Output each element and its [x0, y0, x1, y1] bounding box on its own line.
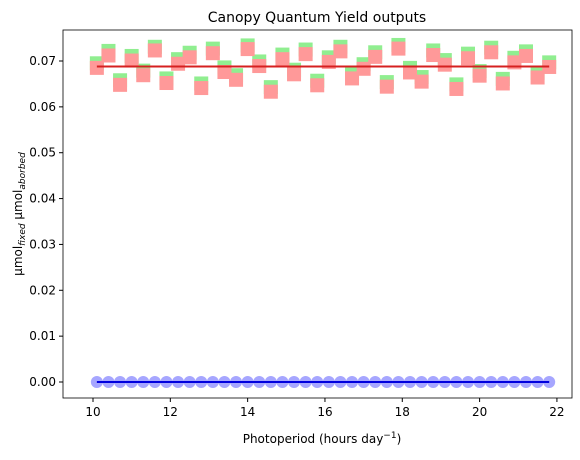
point: [287, 67, 302, 82]
y-label-sub: fixed: [18, 223, 28, 246]
point: [205, 46, 220, 61]
x-tick-label: 20: [472, 405, 487, 419]
plot-frame: [62, 29, 573, 399]
y-label-text: μmol: [11, 190, 25, 224]
x-axis-label: Photoperiod (hours day−1): [243, 431, 402, 446]
point: [89, 60, 104, 75]
y-tick-label: 0.07: [29, 54, 56, 68]
y-label-text: μmol: [11, 246, 25, 276]
point: [484, 45, 499, 60]
point: [403, 65, 418, 80]
x-tick-label: 10: [85, 405, 100, 419]
y-axis-label: μmolfixed μmolaborbed: [11, 152, 28, 276]
x-tick-label: 18: [395, 405, 410, 419]
point: [426, 48, 441, 63]
y-tick-label: 0.00: [29, 375, 56, 389]
x-tick-label: 16: [317, 405, 332, 419]
point: [240, 42, 255, 57]
point: [391, 41, 406, 56]
point: [136, 68, 151, 83]
point: [113, 77, 128, 92]
y-tick-label: 0.03: [29, 237, 56, 251]
y-label-sub: aborbed: [18, 152, 28, 190]
x-tick-label: 22: [549, 405, 564, 419]
point: [229, 72, 244, 87]
point: [298, 47, 313, 62]
point: [194, 81, 209, 96]
y-tick-label: 0.06: [29, 100, 56, 114]
x-label-text: ): [397, 432, 402, 446]
point: [414, 74, 429, 89]
x-tick-label: 14: [240, 405, 255, 419]
y-tick-label: 0.02: [29, 283, 56, 297]
x-label-text: Photoperiod (hours day: [243, 432, 384, 446]
point: [379, 79, 394, 94]
point: [437, 57, 452, 72]
point: [356, 61, 371, 76]
point: [217, 65, 232, 80]
point: [159, 76, 174, 91]
y-tick-label: 0.04: [29, 192, 56, 206]
point: [461, 51, 476, 66]
y-tick-label: 0.01: [29, 329, 56, 343]
point: [495, 76, 510, 91]
x-tick-label: 12: [163, 405, 178, 419]
point: [368, 49, 383, 64]
point: [263, 84, 278, 99]
point: [345, 71, 360, 86]
point: [333, 44, 348, 59]
point: [449, 81, 464, 96]
point: [530, 70, 545, 85]
point: [182, 50, 197, 65]
y-tick-label: 0.05: [29, 146, 56, 160]
point: [147, 43, 162, 58]
point: [472, 68, 487, 83]
point: [310, 78, 325, 93]
x-label-sup: −1: [383, 431, 396, 441]
point: [321, 54, 336, 69]
point: [124, 53, 139, 68]
chart-title: Canopy Quantum Yield outputs: [208, 10, 426, 26]
point: [518, 48, 533, 63]
point: [275, 52, 290, 67]
point: [101, 48, 116, 63]
